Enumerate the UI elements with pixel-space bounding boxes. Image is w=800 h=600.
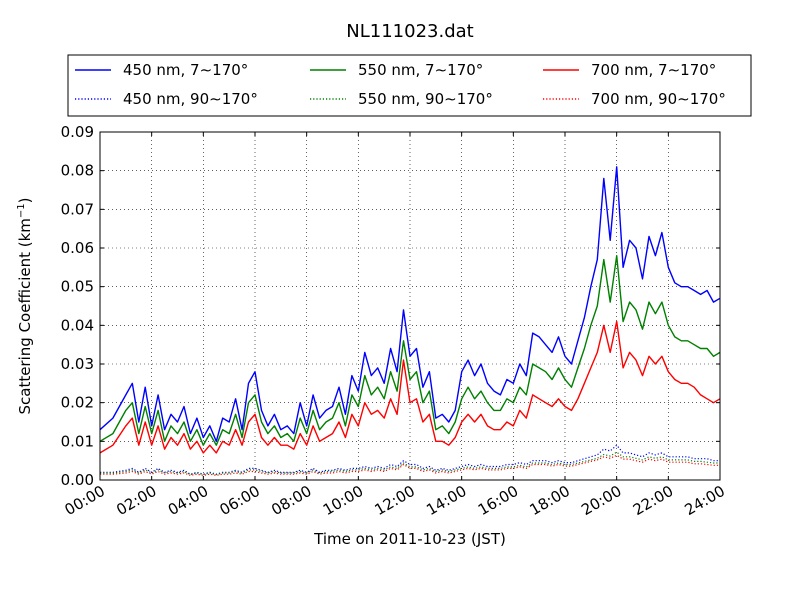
y-tick-label: 0.02 (61, 394, 94, 412)
legend-label-0: 450 nm, 7∼170° (123, 61, 248, 79)
y-tick-label: 0.07 (61, 200, 94, 218)
legend: 450 nm, 7∼170° 550 nm, 7∼170° 700 nm, 7∼17… (67, 54, 752, 117)
plot-area (100, 132, 720, 480)
y-tick-label: 0.06 (61, 239, 94, 257)
series-line-0 (99, 166, 721, 442)
legend-label-1: 550 nm, 7∼170° (358, 61, 483, 79)
y-tick-label: 0.08 (61, 162, 94, 180)
y-axis-label-tail: ) (16, 197, 34, 203)
chart-title: NL111023.dat (346, 21, 473, 42)
y-tick-label: 0.04 (61, 316, 94, 334)
legend-label-4: 550 nm, 90∼170° (358, 90, 493, 108)
legend-box (67, 54, 752, 117)
series-layer (99, 166, 721, 476)
legend-label-3: 450 nm, 90∼170° (123, 90, 258, 108)
y-axis-label: Scattering Coefficient (km−1) (16, 197, 34, 414)
y-axis-label-main: Scattering Coefficient (km (16, 218, 34, 414)
series-line-1 (99, 254, 721, 446)
legend-label-2: 700 nm, 7∼170° (591, 61, 716, 79)
plot-background (100, 132, 720, 480)
y-tick-label: 0.00 (61, 471, 94, 489)
y-tick-label: 0.01 (61, 432, 94, 450)
legend-label-5: 700 nm, 90∼170° (591, 90, 726, 108)
y-tick-label: 0.09 (61, 123, 94, 141)
y-axis-label-sup: −1 (16, 203, 27, 218)
y-tick-label: 0.03 (61, 355, 94, 373)
x-axis-label: Time on 2011-10-23 (JST) (313, 530, 506, 548)
y-tick-label: 0.05 (61, 278, 94, 296)
series-line-2 (99, 320, 721, 454)
